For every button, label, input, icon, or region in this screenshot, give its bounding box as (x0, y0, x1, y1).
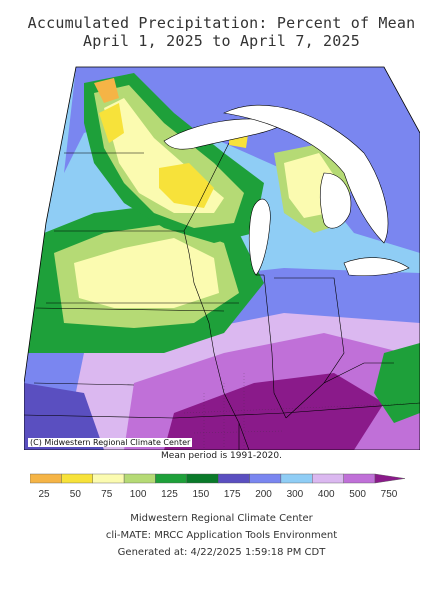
lake-superior (163, 118, 285, 150)
lake-huron (319, 172, 352, 229)
legend-swatch (92, 473, 125, 484)
legend-swatch (217, 473, 250, 484)
precipitation-map (24, 53, 420, 450)
legend-swatch (249, 473, 282, 484)
legend-swatch (123, 473, 156, 484)
legend-labels: 25 50 75 100 125 150 175 200 300 400 500 750 (38, 489, 397, 500)
ontario-area (223, 104, 389, 244)
legend-label: 300 (287, 489, 304, 500)
legend-label: 200 (255, 489, 272, 500)
legend-label: 400 (318, 489, 335, 500)
legend-label: 175 (224, 489, 241, 500)
legend-label: 125 (161, 489, 178, 500)
legend-label: 500 (349, 489, 366, 500)
legend-swatches (30, 473, 406, 484)
legend-label: 100 (130, 489, 147, 500)
precipitation-shading (24, 67, 420, 450)
legend-label: 25 (38, 489, 50, 500)
map-date-range: April 1, 2025 to April 7, 2025 (83, 32, 360, 50)
state-boundaries (24, 142, 420, 450)
lake-erie (343, 257, 410, 277)
region-outline (24, 66, 420, 450)
legend-swatch (61, 473, 93, 484)
legend-label: 750 (381, 489, 398, 500)
footer-tool-name: cli-MATE: MRCC Application Tools Environ… (105, 530, 338, 541)
color-legend: 25 50 75 100 125 150 175 200 300 400 500 750 (30, 473, 406, 500)
legend-label: 50 (70, 489, 82, 500)
legend-swatch (30, 473, 62, 484)
legend-swatch (343, 473, 376, 484)
legend-swatch (155, 473, 188, 484)
legend-overflow-arrow (374, 473, 406, 484)
legend-swatch (280, 473, 313, 484)
footer-generated-time: Generated at: 4/22/2025 1:59:18 PM CDT (117, 547, 326, 558)
map-title: Accumulated Precipitation: Percent of Me… (27, 14, 416, 32)
footer-center-name: Midwestern Regional Climate Center (130, 513, 313, 524)
copyright-notice: (C) Midwestern Regional Climate Center (28, 438, 193, 447)
legend-label: 150 (192, 489, 209, 500)
legend-label: 75 (101, 489, 113, 500)
legend-swatch (186, 473, 219, 484)
legend-swatch (312, 473, 344, 484)
mean-period-note: Mean period is 1991-2020. (161, 451, 282, 461)
county-lines (183, 373, 420, 450)
